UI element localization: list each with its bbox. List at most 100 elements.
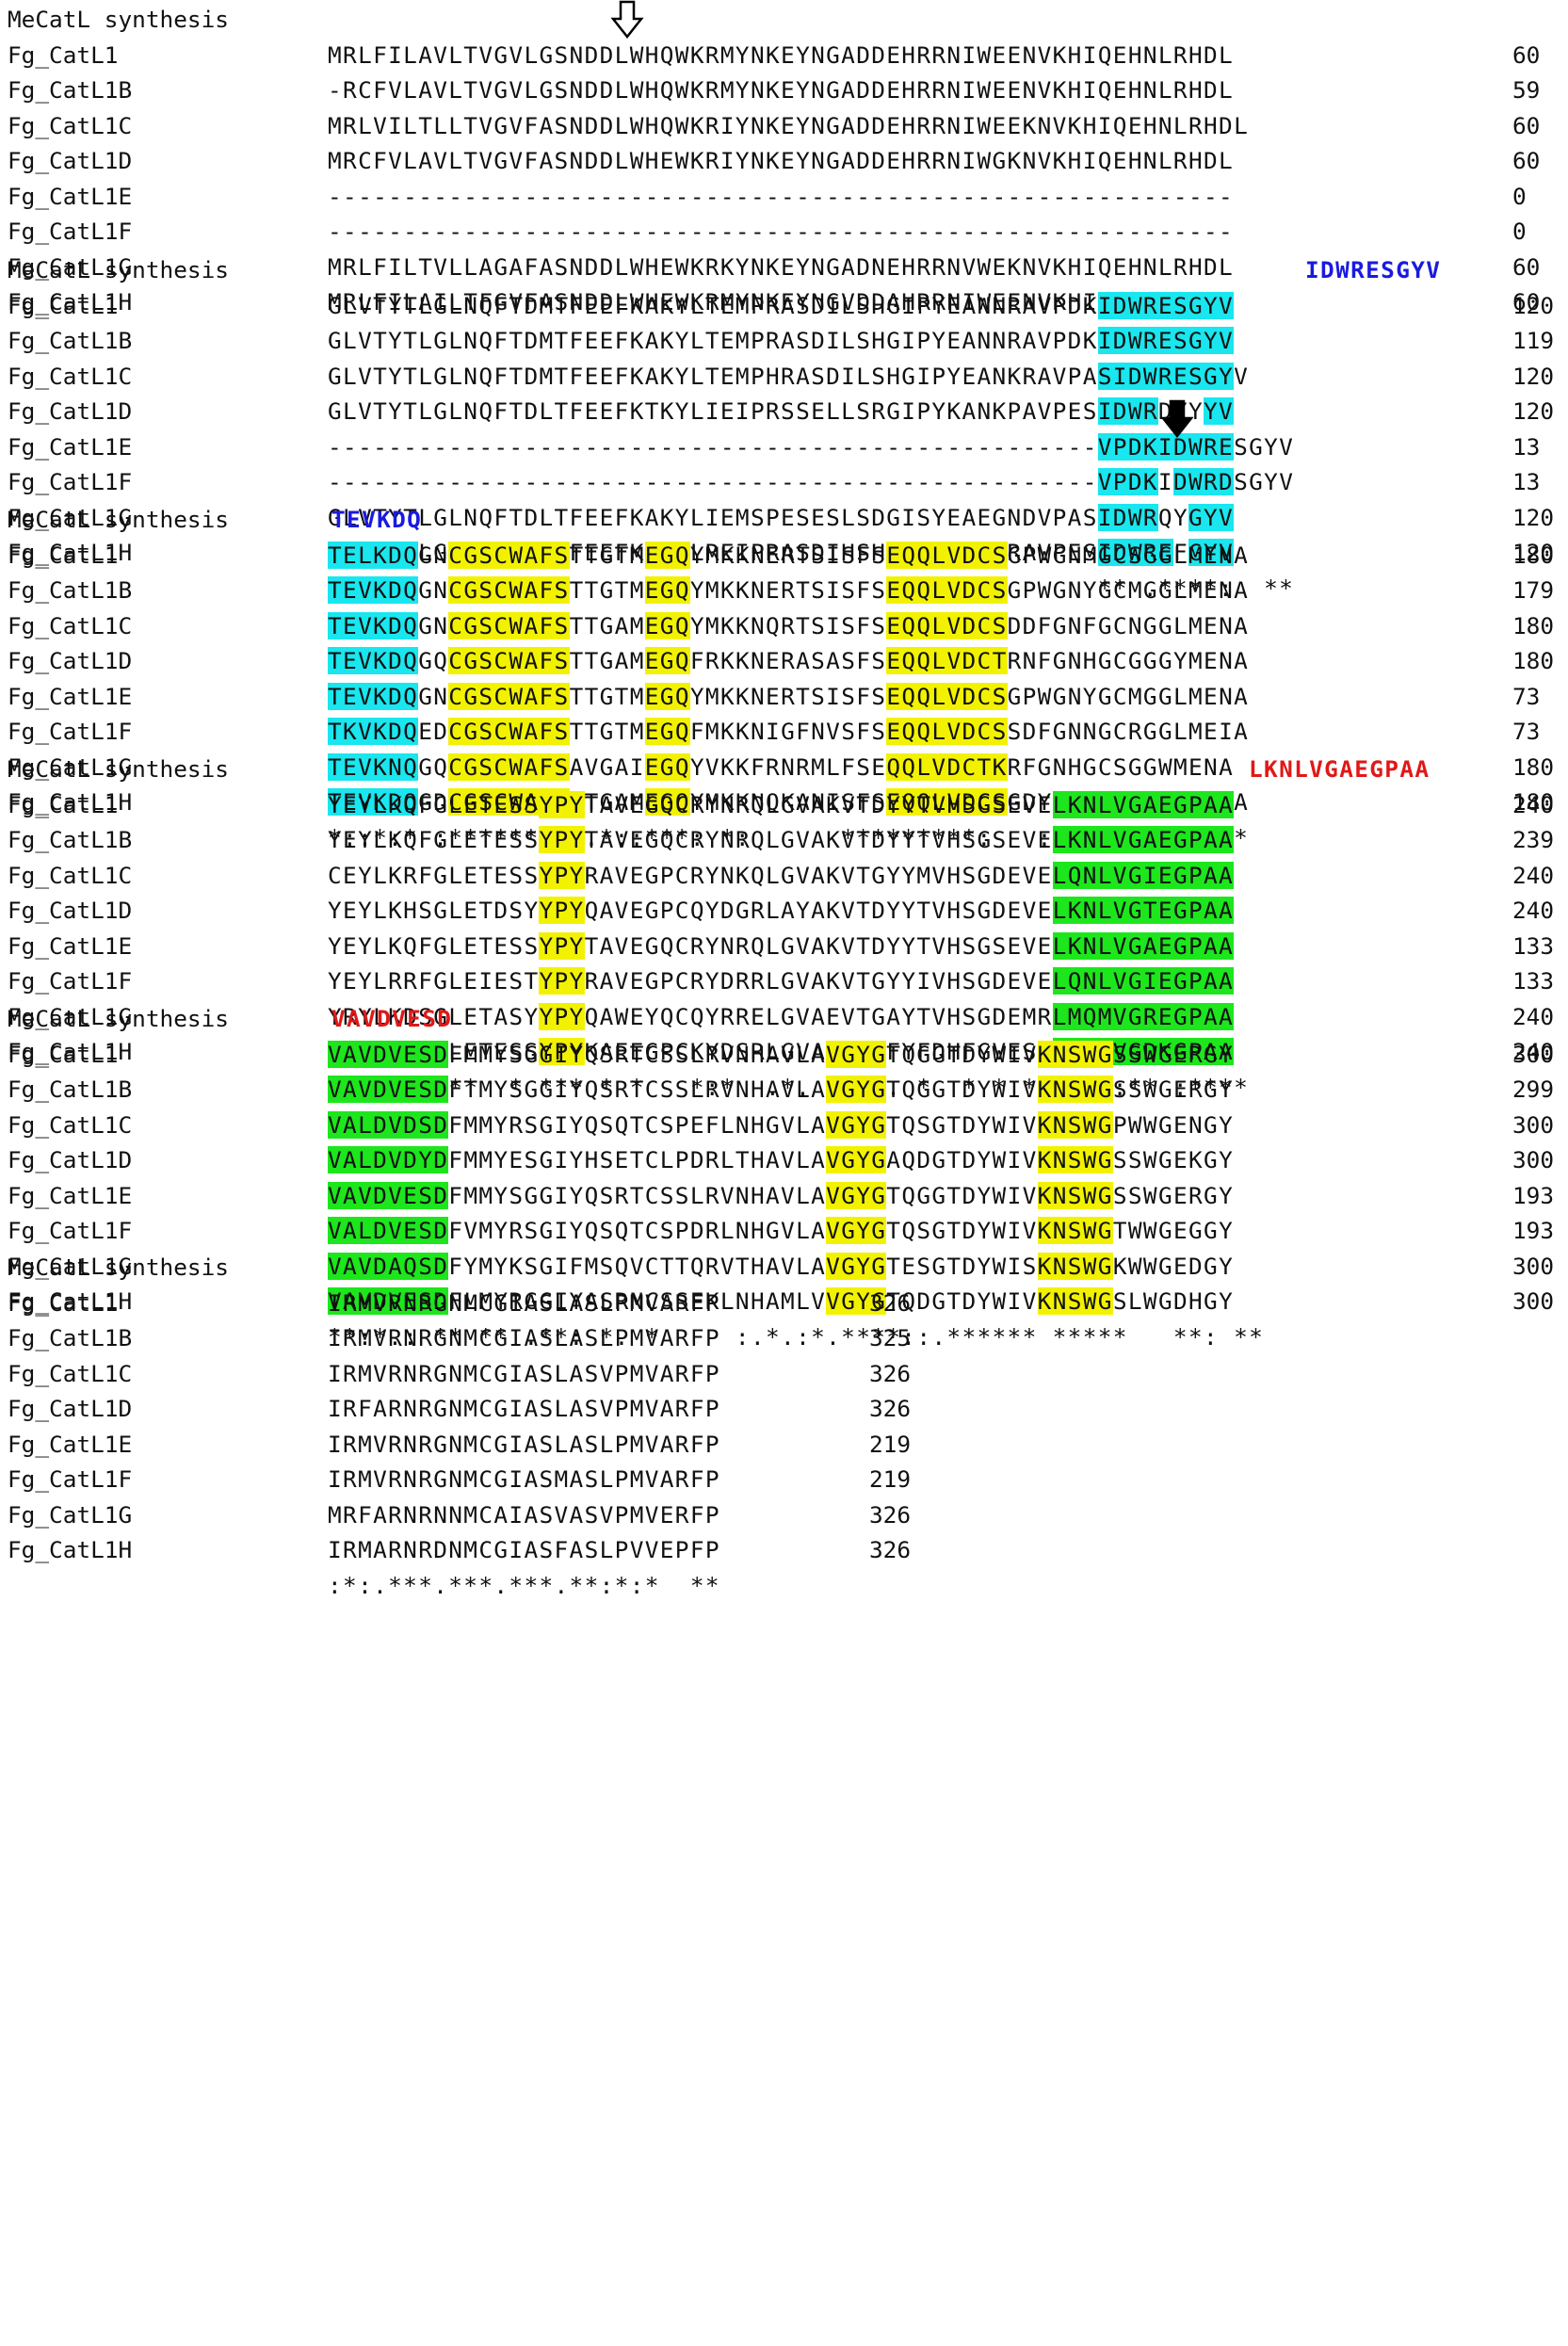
residue-count: 59 (1512, 76, 1541, 104)
residue-count: 120 (1512, 539, 1555, 566)
sequence-name: Fg_CatL1D (8, 1146, 133, 1173)
sequence-residues: IRMVRNRGNMCGIASLASLPMVARFP (328, 1288, 720, 1317)
sequence-name: Fg_CatL1B (8, 826, 133, 853)
residue-count: 325 (869, 1324, 912, 1351)
sequence-name: Fg_CatL1G (8, 252, 133, 281)
residue-count: 180 (1512, 647, 1555, 674)
sequence-residues: MRCFVLAVLTVGVFASNDDLWHEWKRIYNKEYNGADDEHR… (328, 147, 1235, 174)
sequence-residues: YEYLRRFGLEIESTYPYRAVEGPCRYDRRLGVAKVTGYYI… (328, 967, 1235, 995)
residue-count: 60 (1512, 111, 1541, 139)
residue-count: 300 (1512, 1040, 1555, 1068)
sequence-name: Fg_CatL1H (8, 1287, 133, 1315)
sequence-name: Fg_CatL1E (8, 931, 133, 960)
sequence-residues: IRFARNRGNMCGIASLASVPMVARFP (328, 1395, 720, 1422)
residue-count: 326 (869, 1500, 912, 1529)
sequence-name: Fg_CatL1F (8, 468, 133, 495)
sequence-residues: -RCFVLAVLTVGVLGSNDDLWHQWKRMYNKEYNGADDEHR… (328, 76, 1235, 104)
sequence-residues: IRMVRNRGNMCGIASLASLPMVARFP (328, 1324, 720, 1351)
sequence-name: Fg_CatL1H (8, 288, 133, 315)
sequence-residues: MRFARNRNNMCAIASVASVPMVERFP (328, 1500, 720, 1529)
residue-count: 13 (1512, 432, 1541, 461)
residue-count: 60 (1512, 288, 1541, 315)
sequence-residues: YEYLKQFGLETESSYPYTAVEGQCRYNRQLGVAKVTDYYT… (328, 931, 1235, 960)
sequence-name: Fg_CatL1 (8, 1288, 119, 1317)
residue-count: 133 (1512, 967, 1555, 995)
sequence-residues: GLVTYTLGLNQFTDLTFEEFKAKYLIEMSPESESLSDGIS… (328, 503, 1235, 531)
sequence-residues: MRLFILAVLTVGVLGSNDDLWHQWKRMYNKEYNGADDEHR… (328, 40, 1235, 69)
sequence-name: Fg_CatL1C (8, 1359, 133, 1387)
sequence-name: Fg_CatL1H (8, 539, 133, 566)
sequence-name: Fg_CatL1G (8, 1002, 133, 1030)
sequence-residues: TELKDQGNCGSCWAFSTTGTMEGQYMKKNERTSISFSEQQ… (328, 541, 1250, 569)
residue-count: 119 (1512, 327, 1555, 354)
sequence-name: Fg_CatL1 (8, 790, 119, 818)
synthesis-peptide-label: IDWRESGYV (1305, 256, 1442, 283)
sequence-name: Fg_CatL1C (8, 111, 133, 139)
sequence-name: Fg_CatL1G (8, 1252, 133, 1280)
residue-count: 73 (1512, 682, 1541, 710)
residue-count: 120 (1512, 503, 1555, 531)
residue-count: 219 (869, 1430, 912, 1458)
sequence-name: Fg_CatL1H (8, 1038, 133, 1065)
sequence-name: Fg_CatL1G (8, 503, 133, 531)
consensus-symbols: :*:.***.***.***.**:*:* ** (328, 1571, 720, 1599)
sequence-name: Fg_CatL1G (8, 752, 133, 781)
sequence-name: Fg_CatL1E (8, 182, 133, 210)
sequence-residues: VAVDVESDFMMYSGGIYQSRTCSSLRVNHAVLAVGYGTQG… (328, 1181, 1235, 1209)
sequence-residues: VAVDVESDFLMYRGGIYASRNCSSEKLNHAMLVVGYGTQD… (328, 1287, 1235, 1315)
residue-count: 326 (869, 1359, 912, 1387)
sequence-name: Fg_CatL1 (8, 40, 119, 69)
residue-count: 133 (1512, 931, 1555, 960)
header-label: MeCatL synthesis (8, 1005, 229, 1032)
sequence-residues: VAVDVESDFTMYSGGIYQSRTCSSLRVNHAVLAVGYGTQG… (328, 1076, 1235, 1103)
sequence-name: Fg_CatL1E (8, 682, 133, 710)
header-label: MeCatL synthesis (8, 506, 229, 533)
synthesis-peptide-label: VAVDVESD (331, 1005, 453, 1032)
sequence-residues: TEVKDQGNCGSCWAFSTTGTMEGQYMKKNERTSISFSEQQ… (328, 682, 1250, 710)
consensus-symbols: **:*.: ** ** .**: *. * :.*.:*.****::.***… (328, 1322, 1265, 1351)
sequence-residues: VAVDVESDFMMYSGGIYQSRTCSSLRVNHAVLAVGYGTQG… (328, 1040, 1235, 1068)
sequence-residues: VAVDAQSDFYMYKSGIFMSQVCTTQRVTHAVLAVGYGTES… (328, 1252, 1235, 1280)
residue-count: 180 (1512, 788, 1555, 816)
sequence-name: Fg_CatL1F (8, 967, 133, 995)
residue-count: 120 (1512, 397, 1555, 425)
sequence-residues: ----------------------------------------… (328, 218, 1235, 245)
residue-count: 120 (1512, 291, 1555, 319)
sequence-residues: YRYLKDSGLETASYYPYQAWEYQCQYRRELGVAEVTGAYT… (328, 1002, 1235, 1030)
sequence-residues: GLVTYTLGLNQFTDLTFEEFKTKYLIEIPRSSELLSRGIP… (328, 397, 1235, 425)
sequence-residues: YEYLKQFGLETESSYPYTAVEGQCRYNRQLGVAKVTDYYT… (328, 790, 1235, 818)
sequence-residues: VALDVDYDFMMYESGIYHSETCLPDRLTHAVLAVGYGAQD… (328, 1146, 1235, 1173)
sequence-residues: TEVKDQGDCGSCWAFSATGAMEGQYMKKNQKANISFSEQQ… (328, 788, 1248, 816)
sequence-name: Fg_CatL1H (8, 788, 133, 816)
sequence-name: Fg_CatL1B (8, 576, 133, 604)
header-label: MeCatL synthesis (8, 755, 229, 783)
sequence-name: Fg_CatL1C (8, 362, 133, 390)
sequence-residues: ----------------------------------------… (328, 468, 1295, 495)
sequence-residues: VALDVESDFVMYRSGIYQSQTCSPDRLNHGVLAVGYGTQS… (328, 1217, 1235, 1244)
sequence-residues: CEYLKRFGLETESSYPYRAVEGPCRYNKQLGVAKVTGYYM… (328, 861, 1235, 889)
residue-count: 240 (1512, 1038, 1555, 1065)
residue-count: 180 (1512, 752, 1555, 781)
sequence-residues: GLVTYTLGLNQFTDMTFEEFKAKYLTEMPHRASDILSHGI… (328, 362, 1250, 390)
residue-count: 0 (1512, 182, 1527, 210)
header-label: MeCatL synthesis (8, 1254, 229, 1281)
sequence-residues: ----------------------------------------… (328, 182, 1235, 210)
sequence-residues: ----------------------------------------… (328, 432, 1295, 461)
sequence-residues: IRMVRNRGNMCGIASLASVPMVARFP (328, 1359, 720, 1387)
residue-count: 60 (1512, 40, 1541, 69)
sequence-residues: GLVTYTLGLNQFTDMTFEEFKAKYLTEMPRASDILSHGIP… (328, 327, 1235, 354)
sequence-residues: MRLVILTLLTVGVFASNDDLWHQWKRIYNKEYNGADDEHR… (328, 111, 1250, 139)
sequence-name: Fg_CatL1G (8, 1500, 133, 1529)
residue-count: 0 (1512, 218, 1527, 245)
sequence-residues: GLVTYTLGLNQFTDMTFEEFKAKYLTEMPRASDILSHGIP… (328, 291, 1235, 319)
header-label: MeCatL synthesis (8, 6, 229, 33)
sequence-name: Fg_CatL1H (8, 1536, 133, 1563)
residue-count: 240 (1512, 790, 1555, 818)
consensus-symbols: ** .****: ** (328, 574, 1295, 602)
sequence-residues: TEVKDQGNCGSCWAFSTTGAMEGQYMKKNQRTSISFSEQQ… (328, 611, 1250, 639)
sequence-residues: TEVKDQGQCGSCWAFSTTGAMEGQFRKKNERASASFSEQQ… (328, 647, 1250, 674)
sequence-name: Fg_CatL1 (8, 1040, 119, 1068)
residue-count: 300 (1512, 1287, 1555, 1315)
synthesis-peptide-label: LKNLVGAEGPAA (1249, 755, 1431, 783)
sequence-residues: YEYLKHSGLETDSYYPYQAVEGPCQYDGRLAYAKVTDYYT… (328, 897, 1235, 924)
